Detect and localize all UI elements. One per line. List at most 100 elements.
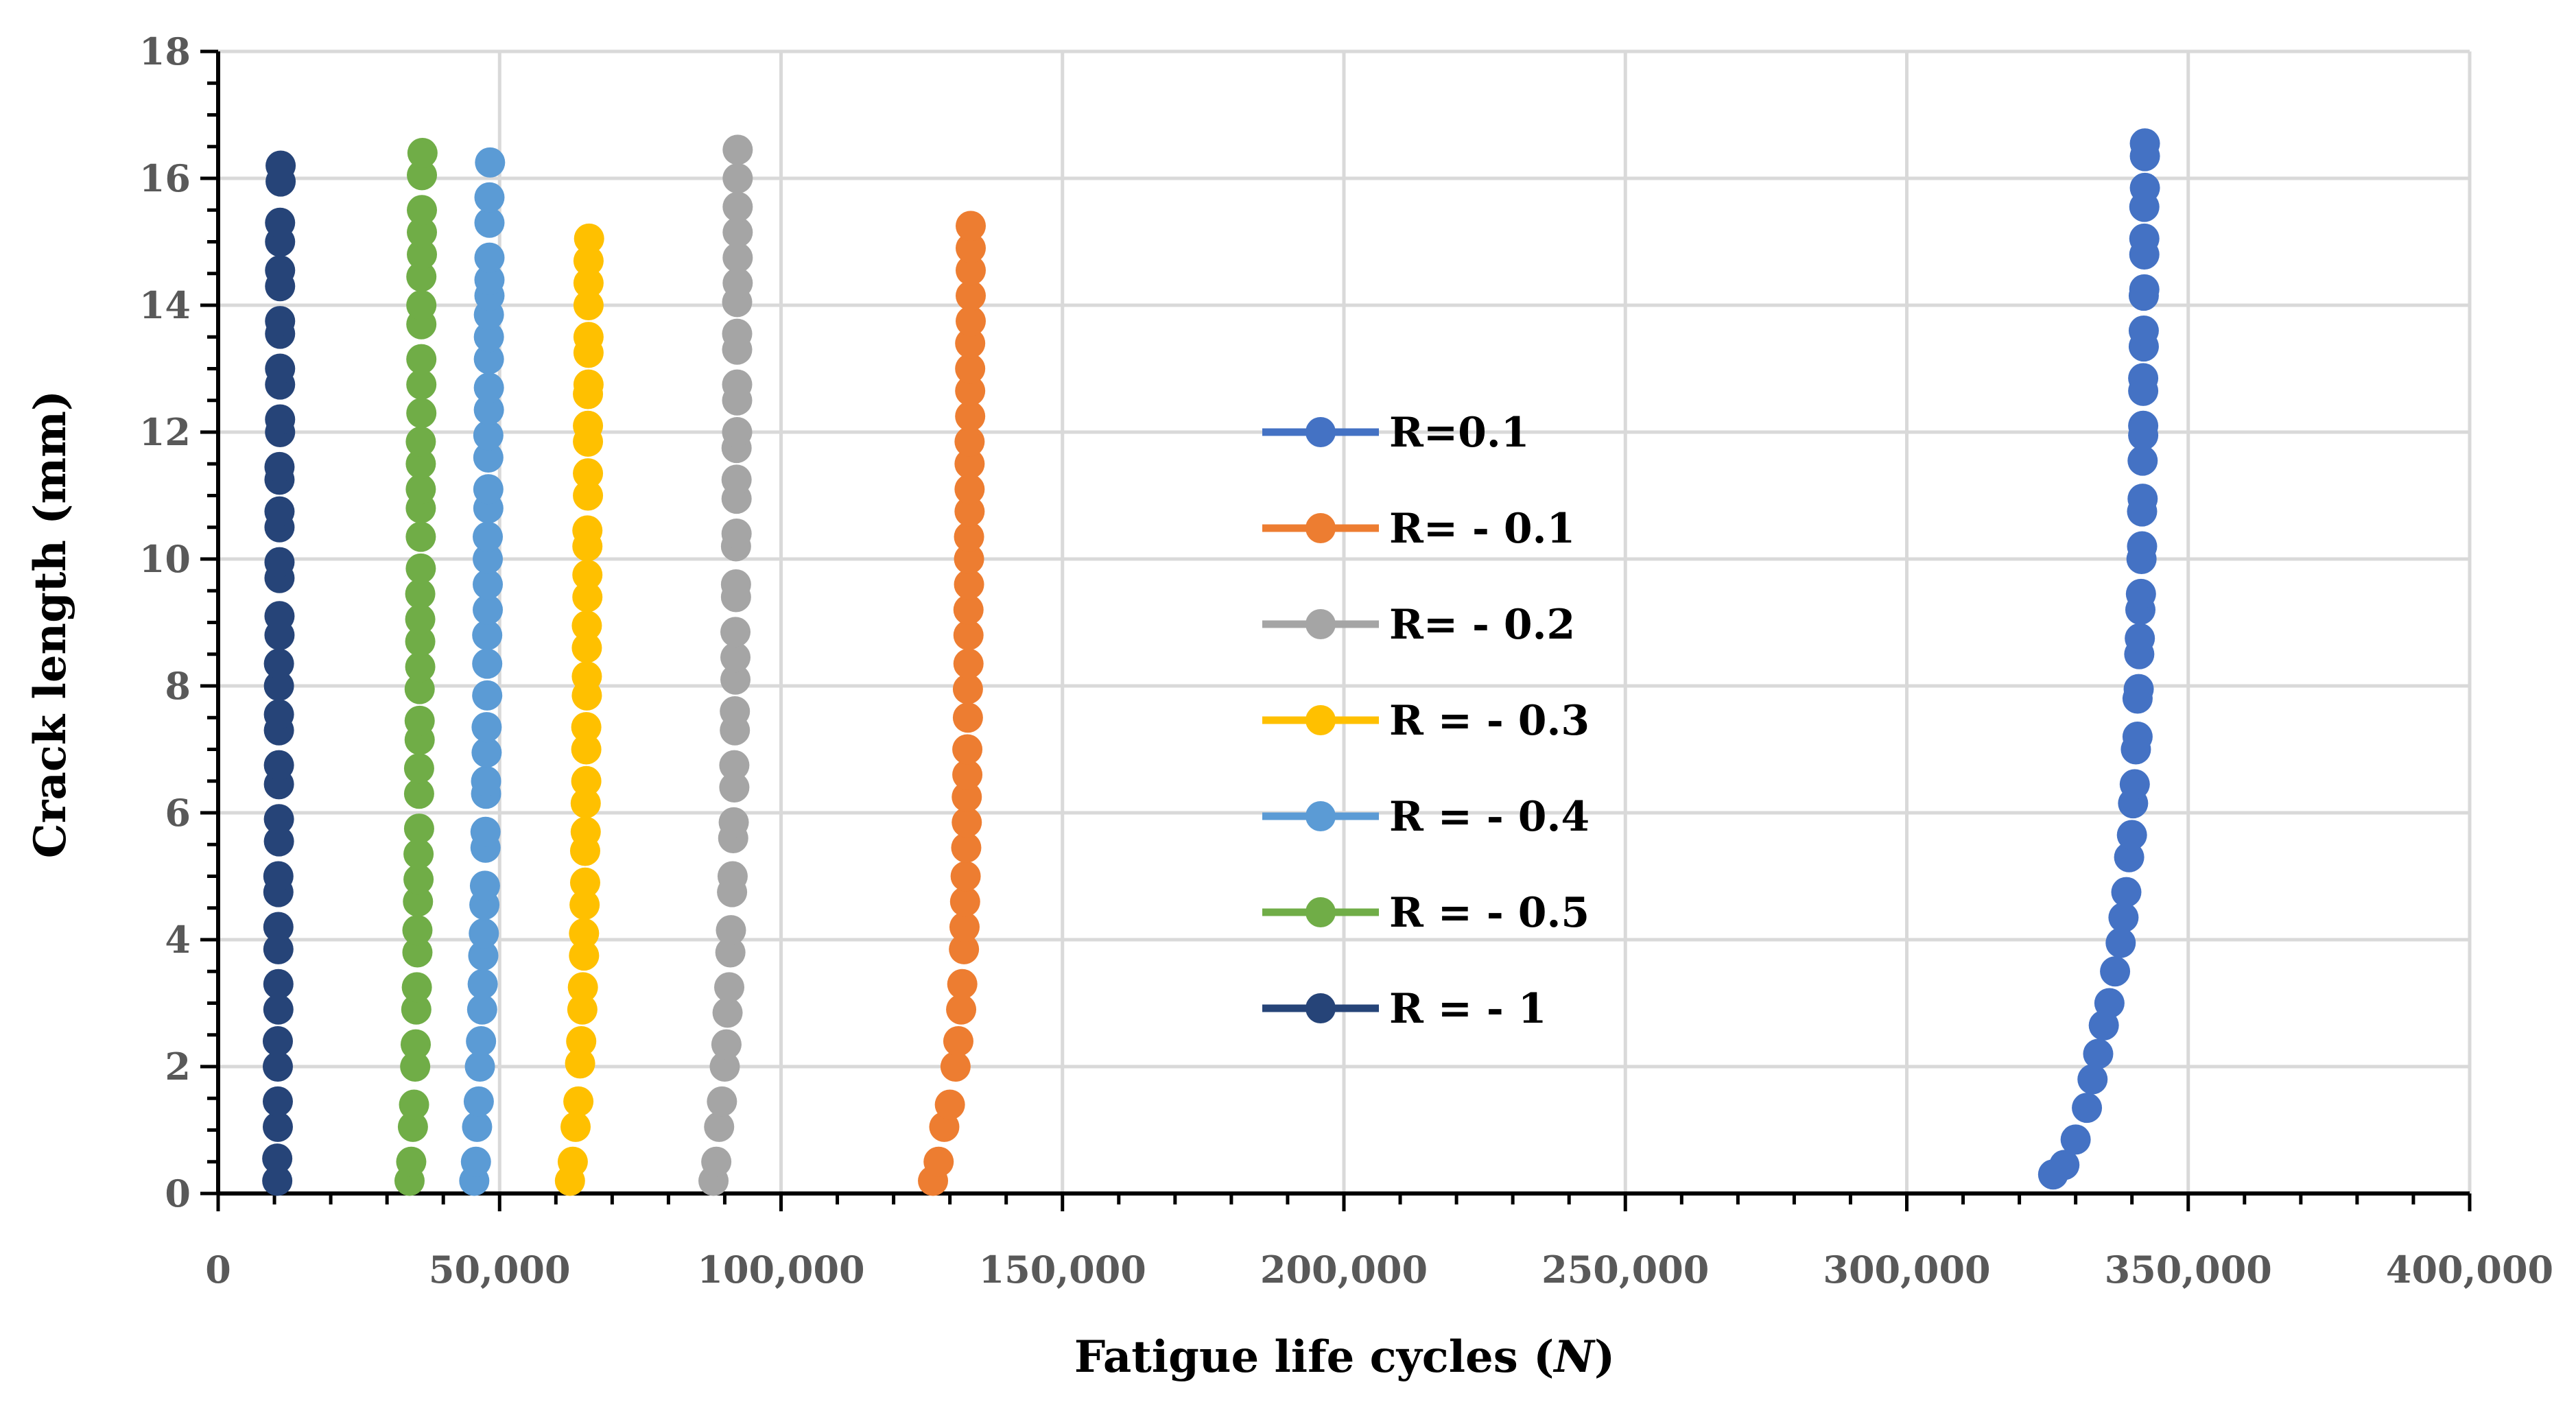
data-point (265, 255, 296, 286)
data-point (956, 306, 986, 337)
data-point (567, 972, 598, 1003)
x-tick-label: 300,000 (1823, 1248, 1990, 1292)
data-point (701, 1146, 732, 1177)
data-point (473, 595, 504, 625)
y-tick-label: 4 (165, 918, 191, 962)
data-point (2127, 445, 2158, 476)
data-point (572, 582, 603, 613)
data-point (2105, 927, 2136, 958)
data-point (2129, 128, 2160, 159)
data-point (263, 648, 294, 679)
data-point (2128, 410, 2159, 441)
data-point (474, 242, 505, 273)
data-point (262, 1143, 293, 1174)
data-point (949, 912, 980, 942)
data-point (954, 521, 984, 552)
data-point (265, 353, 296, 384)
data-point (265, 150, 296, 181)
data-point (573, 458, 604, 489)
series-layer (262, 128, 2160, 1196)
y-tick-label: 16 (139, 156, 191, 200)
data-point (949, 934, 980, 964)
legend-label: R= - 0.1 (1389, 505, 1575, 553)
x-tick-label: 50,000 (429, 1248, 571, 1292)
data-point (2128, 363, 2159, 394)
data-point (709, 1052, 740, 1082)
series-4 (459, 147, 506, 1196)
axes: 0 2 4 6 8 10 12 14 16 18 0 50,000 100,000 150,000 200,… (139, 29, 2553, 1292)
data-point (717, 861, 748, 892)
data-point (263, 826, 294, 857)
x-tick-label: 200,000 (1260, 1248, 1428, 1292)
data-point (463, 1086, 494, 1117)
data-point (406, 261, 437, 292)
data-point (2049, 1150, 2080, 1180)
legend-label: R=0.1 (1389, 409, 1530, 457)
data-point (952, 781, 982, 812)
legend-item: R = - 0.3 (1262, 697, 1590, 745)
data-point (2116, 820, 2147, 851)
data-point (407, 160, 438, 191)
data-point (570, 816, 601, 847)
data-point (403, 813, 434, 844)
data-point (263, 912, 294, 942)
legend-item: R = - 0.4 (1262, 793, 1590, 841)
data-point (473, 372, 504, 403)
legend-marker (1305, 993, 1336, 1023)
data-point (954, 474, 985, 505)
data-point (405, 652, 436, 682)
data-point (402, 915, 433, 946)
data-point (947, 969, 978, 999)
data-point (407, 138, 438, 168)
data-point (401, 972, 432, 1003)
data-point (722, 318, 753, 349)
data-point (955, 375, 986, 406)
data-point (720, 696, 751, 726)
legend-marker (1305, 801, 1336, 831)
data-point (571, 765, 602, 796)
data-point (2114, 842, 2144, 872)
data-point (405, 449, 436, 479)
data-point (405, 426, 436, 457)
y-tick-label: 10 (139, 537, 191, 581)
data-point (720, 664, 751, 695)
data-point (407, 195, 438, 226)
data-point (574, 223, 604, 254)
data-point (571, 734, 602, 765)
data-point (462, 1111, 493, 1142)
data-point (397, 1111, 428, 1142)
data-point (570, 788, 601, 819)
data-point (466, 994, 497, 1025)
y-axis-title: Crack length (mm) (25, 390, 76, 858)
data-point (721, 464, 752, 495)
data-point (406, 398, 437, 429)
data-point (719, 750, 750, 781)
data-point (572, 560, 603, 591)
data-point (704, 1111, 735, 1142)
data-point (573, 268, 604, 298)
data-point (263, 671, 294, 701)
data-point (956, 255, 986, 286)
legend-marker (1305, 897, 1336, 927)
data-point (263, 699, 294, 730)
data-point (403, 779, 434, 809)
data-point (956, 281, 986, 311)
x-tick-label: 0 (205, 1248, 231, 1292)
data-point (714, 972, 745, 1003)
data-point (406, 369, 437, 400)
data-point (953, 595, 984, 625)
data-point (718, 807, 749, 837)
data-point (715, 937, 746, 968)
data-point (405, 626, 436, 657)
data-point (473, 474, 504, 505)
data-point (952, 807, 982, 837)
data-point (403, 864, 434, 895)
data-point (2108, 902, 2139, 933)
data-point (405, 578, 436, 609)
legend-item: R= - 0.1 (1262, 505, 1575, 553)
series-0 (2037, 128, 2160, 1190)
series-5 (394, 138, 438, 1196)
data-point (2119, 769, 2150, 800)
legend-label: R= - 0.2 (1389, 601, 1575, 649)
